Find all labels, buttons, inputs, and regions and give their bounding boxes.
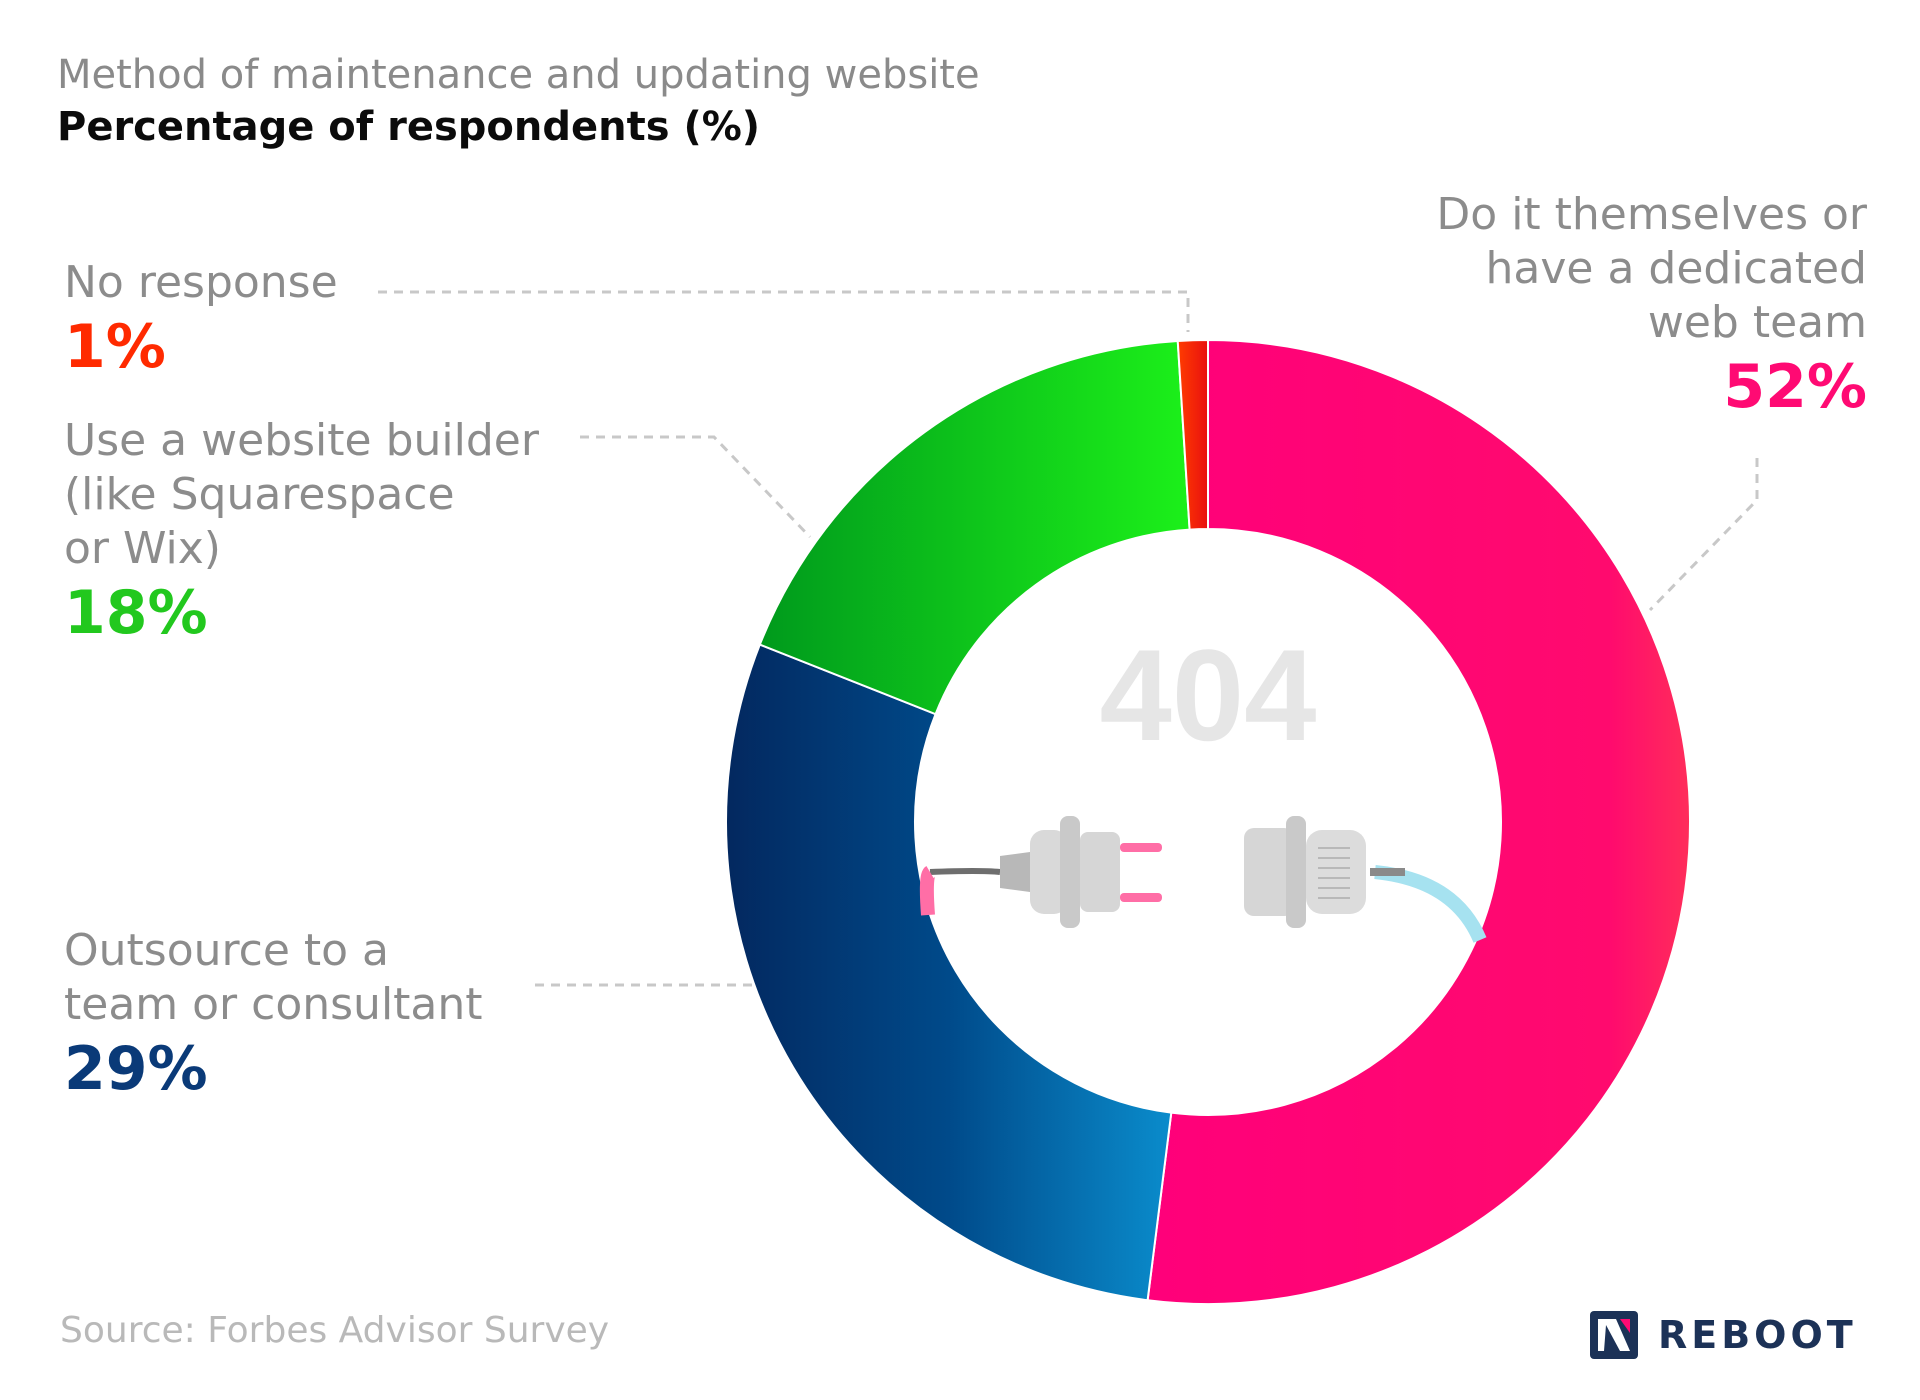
slice-do-it-themselves — [1146, 338, 1691, 1305]
source-note: Source: Forbes Advisor Survey — [60, 1310, 610, 1351]
label-no-response: No response 1% — [64, 256, 338, 382]
slice-outsource — [725, 643, 1173, 1302]
donut-slices — [725, 338, 1691, 1305]
leader-lines — [378, 290, 1759, 987]
unplugged-cable-icon — [919, 816, 1487, 943]
label-outsource: Outsource to a team or consultant 29% — [64, 924, 483, 1104]
leader-line-builder — [580, 435, 812, 539]
label-do-it-themselves: Do it themselves or have a dedicated web… — [1280, 188, 1867, 422]
label-no-response-text: No response — [64, 257, 338, 308]
label-builder-line-1: Use a website builder — [64, 415, 539, 466]
value-do-it-themselves: 52% — [1723, 352, 1867, 422]
label-outsource-line-2: team or consultant — [64, 979, 483, 1030]
label-themselves-line-2: have a dedicated — [1485, 243, 1867, 294]
label-builder-line-2: (like Squarespace — [64, 469, 455, 520]
label-themselves-line-3: web team — [1647, 297, 1867, 348]
label-website-builder: Use a website builder (like Squarespace … — [64, 414, 539, 648]
label-outsource-line-1: Outsource to a — [64, 925, 389, 976]
slice-website-builder — [758, 339, 1191, 716]
value-no-response: 1% — [64, 312, 166, 382]
label-themselves-line-1: Do it themselves or — [1436, 189, 1867, 240]
brand-name: REBOOT — [1658, 1313, 1857, 1357]
value-outsource: 29% — [64, 1034, 208, 1104]
leader-line-no-response — [378, 290, 1190, 332]
reboot-logo-icon — [1590, 1311, 1638, 1359]
chart-title: Method of maintenance and updating websi… — [57, 52, 980, 98]
chart-subtitle: Percentage of respondents (%) — [57, 104, 761, 150]
leader-line-themselves — [1648, 458, 1759, 612]
label-builder-line-3: or Wix) — [64, 523, 221, 574]
brand-logo: REBOOT — [1590, 1310, 1857, 1360]
value-website-builder: 18% — [64, 578, 208, 648]
center-404-text: 404 — [1100, 622, 1317, 768]
slice-no-response — [1176, 338, 1209, 531]
